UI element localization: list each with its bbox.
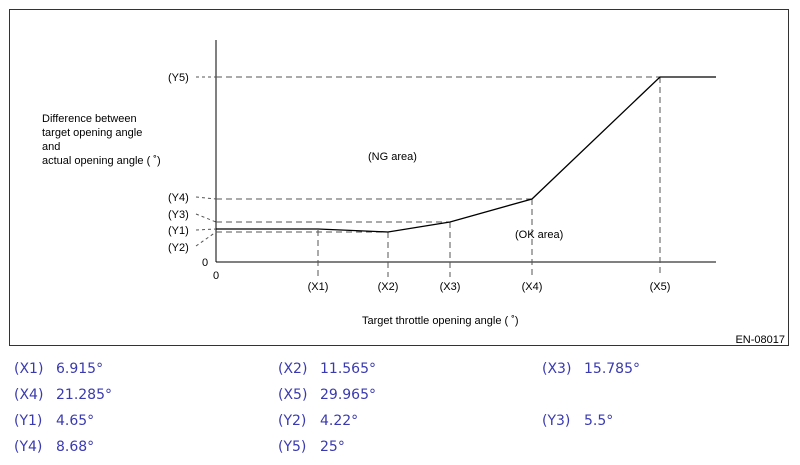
legend-y3-label: (Y3) xyxy=(542,413,571,429)
origin-y-label: 0 xyxy=(202,257,208,269)
x-tick-x1: (X1) xyxy=(308,281,329,293)
threshold-curve xyxy=(216,76,716,233)
x-tick-x5: (X5) xyxy=(650,281,671,293)
y-tick-y2: (Y2) xyxy=(168,242,189,254)
y-tick-y1: (Y1) xyxy=(168,225,189,237)
diagram-frame xyxy=(9,9,789,346)
leader-y2 xyxy=(195,231,217,247)
y-tick-y4: (Y4) xyxy=(168,192,189,204)
y-axis-label-line-4: actual opening angle ( ˚) xyxy=(42,155,161,167)
y-axis-label-line-2: target opening angle xyxy=(42,127,142,139)
x-tick-x4: (X4) xyxy=(522,281,543,293)
legend-y5: (Y5) 25° xyxy=(278,439,345,455)
legend-y2: (Y2) 4.22° xyxy=(278,413,358,429)
legend-y1-value: 4.65° xyxy=(56,413,95,429)
legend-y2-label: (Y2) xyxy=(278,413,307,429)
legend-x4-value: 21.285° xyxy=(56,387,112,403)
legend-x3-label: (X3) xyxy=(542,361,572,377)
legend-x1: (X1) 6.915° xyxy=(14,361,103,377)
legend-x2-label: (X2) xyxy=(278,361,308,377)
legend-y3: (Y3) 5.5° xyxy=(542,413,613,429)
legend-x2: (X2) 11.565° xyxy=(278,361,376,377)
legend-x4-label: (X4) xyxy=(14,387,44,403)
legend-x5: (X5) 29.965° xyxy=(278,387,376,403)
legend-y4-label: (Y4) xyxy=(14,439,43,455)
legend-y1: (Y1) 4.65° xyxy=(14,413,94,429)
legend-y4-value: 8.68° xyxy=(56,439,95,455)
ok-area-label: (OK area) xyxy=(515,229,563,241)
legend-x2-value: 11.565° xyxy=(320,361,376,377)
legend-y1-label: (Y1) xyxy=(14,413,43,429)
leader-y1 xyxy=(195,228,217,231)
leader-y3 xyxy=(195,213,217,223)
legend-x3: (X3) 15.785° xyxy=(542,361,640,377)
legend-x1-label: (X1) xyxy=(14,361,44,377)
legend-y5-value: 25° xyxy=(320,439,345,455)
legend-x4: (X4) 21.285° xyxy=(14,387,112,403)
y-tick-y5: (Y5) xyxy=(168,72,189,84)
legend-y2-value: 4.22° xyxy=(320,413,359,429)
legend-x3-value: 15.785° xyxy=(584,361,640,377)
x-tick-x3: (X3) xyxy=(440,281,461,293)
y-tick-y3: (Y3) xyxy=(168,209,189,221)
legend-x1-value: 6.915° xyxy=(56,361,104,377)
legend-y3-value: 5.5° xyxy=(584,413,614,429)
origin-x-label: 0 xyxy=(213,270,219,282)
ng-area-label: (NG area) xyxy=(368,151,417,163)
legend-y5-label: (Y5) xyxy=(278,439,307,455)
x-tick-x2: (X2) xyxy=(378,281,399,293)
legend-x5-value: 29.965° xyxy=(320,387,376,403)
legend-y4: (Y4) 8.68° xyxy=(14,439,94,455)
y-axis-label-line-1: Difference between xyxy=(42,113,137,125)
legend-x5-label: (X5) xyxy=(278,387,308,403)
y-axis-label-line-3: and xyxy=(42,141,60,153)
leader-y4 xyxy=(195,196,217,200)
x-axis-label: Target throttle opening angle ( ˚) xyxy=(362,315,519,327)
figure-code: EN-08017 xyxy=(735,334,785,346)
